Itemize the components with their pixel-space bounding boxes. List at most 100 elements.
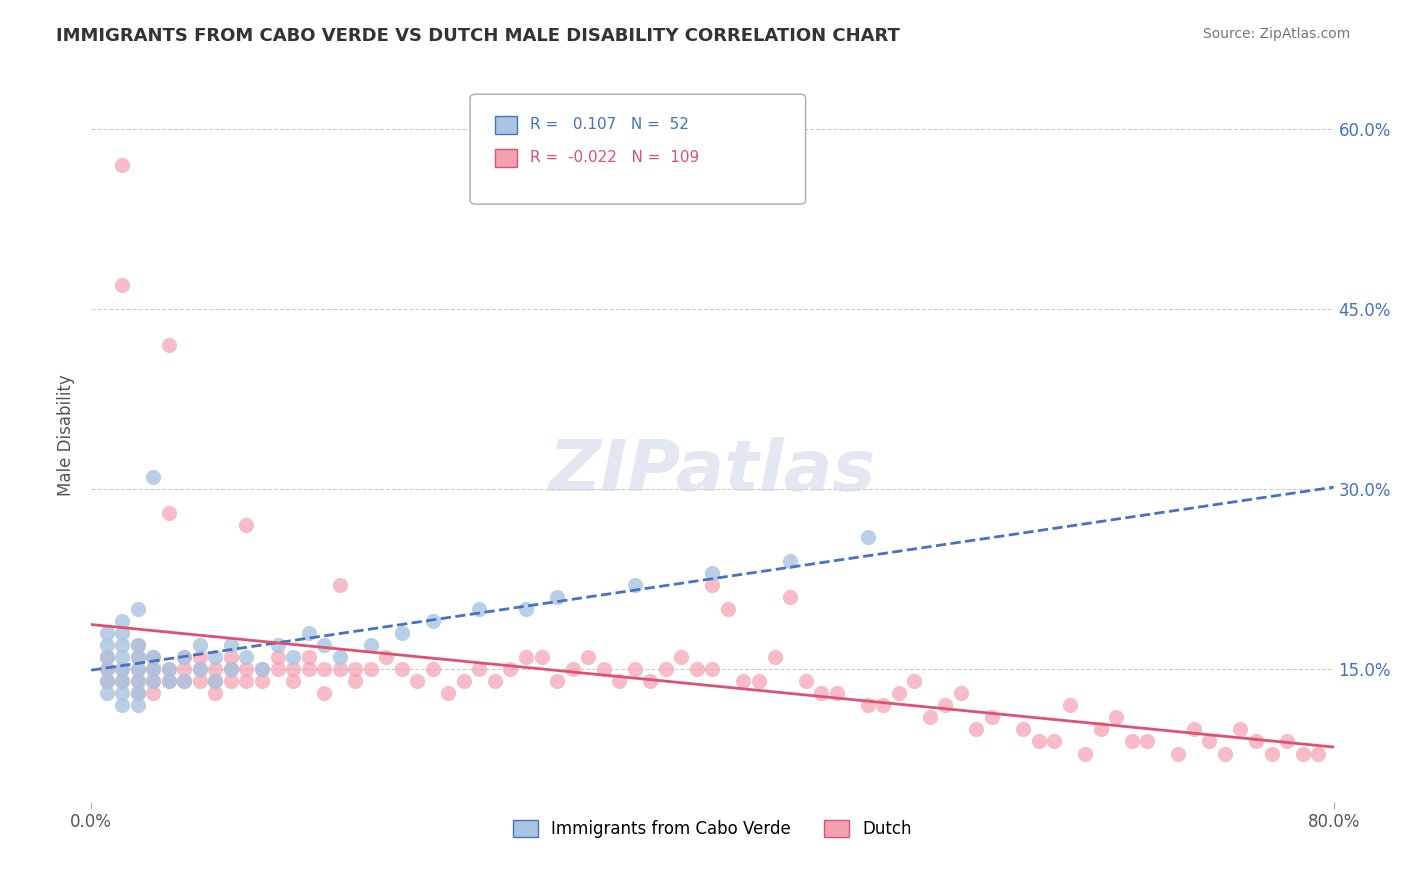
Point	[887, 686, 910, 700]
Point	[127, 686, 149, 700]
Point	[235, 650, 257, 665]
Point	[810, 686, 832, 700]
Point	[1260, 747, 1282, 761]
Point	[406, 674, 429, 689]
Point	[918, 710, 941, 724]
Point	[127, 662, 149, 676]
Point	[717, 602, 740, 616]
Point	[173, 674, 195, 689]
Point	[111, 662, 134, 676]
Point	[188, 662, 211, 676]
Point	[453, 674, 475, 689]
Point	[1291, 747, 1313, 761]
Text: R =   0.107   N =  52: R = 0.107 N = 52	[530, 118, 689, 133]
Point	[1074, 747, 1097, 761]
Point	[1043, 734, 1066, 748]
Bar	[495, 149, 517, 168]
Point	[437, 686, 460, 700]
Point	[468, 662, 491, 676]
Point	[1213, 747, 1236, 761]
Point	[204, 674, 226, 689]
Point	[111, 698, 134, 713]
Point	[391, 662, 413, 676]
Point	[250, 674, 273, 689]
Point	[142, 674, 165, 689]
Point	[391, 626, 413, 640]
Point	[219, 662, 242, 676]
Point	[219, 662, 242, 676]
Point	[607, 674, 630, 689]
Point	[561, 662, 583, 676]
Point	[111, 674, 134, 689]
Point	[111, 615, 134, 629]
Point	[934, 698, 956, 713]
Y-axis label: Male Disability: Male Disability	[58, 374, 75, 496]
Point	[281, 662, 304, 676]
Point	[592, 662, 614, 676]
Point	[142, 650, 165, 665]
Point	[344, 674, 367, 689]
Point	[204, 674, 226, 689]
Point	[235, 518, 257, 533]
Point	[1028, 734, 1050, 748]
Point	[235, 662, 257, 676]
Point	[127, 686, 149, 700]
Text: Source: ZipAtlas.com: Source: ZipAtlas.com	[1202, 27, 1350, 41]
Point	[422, 615, 444, 629]
Text: ZIPatlas: ZIPatlas	[548, 437, 876, 506]
Point	[235, 674, 257, 689]
Point	[204, 686, 226, 700]
Point	[297, 626, 319, 640]
Point	[127, 674, 149, 689]
Point	[204, 650, 226, 665]
Point	[142, 662, 165, 676]
Point	[111, 650, 134, 665]
Point	[281, 650, 304, 665]
Point	[111, 638, 134, 652]
Point	[576, 650, 599, 665]
Point	[204, 662, 226, 676]
Point	[546, 591, 568, 605]
Point	[173, 674, 195, 689]
Point	[499, 662, 522, 676]
Point	[949, 686, 972, 700]
Point	[266, 662, 288, 676]
Point	[515, 650, 537, 665]
Point	[281, 674, 304, 689]
Point	[1275, 734, 1298, 748]
Point	[111, 277, 134, 292]
Point	[142, 470, 165, 484]
Point	[142, 662, 165, 676]
Point	[623, 578, 645, 592]
Point	[96, 674, 118, 689]
Point	[157, 662, 180, 676]
Point	[1090, 723, 1112, 737]
Point	[638, 674, 661, 689]
Point	[96, 638, 118, 652]
Point	[142, 686, 165, 700]
Point	[1136, 734, 1159, 748]
Point	[856, 530, 879, 544]
Point	[127, 662, 149, 676]
Point	[219, 650, 242, 665]
Point	[111, 626, 134, 640]
Point	[1059, 698, 1081, 713]
Point	[157, 662, 180, 676]
Point	[1121, 734, 1143, 748]
Point	[965, 723, 987, 737]
Point	[1244, 734, 1267, 748]
Point	[779, 591, 801, 605]
Point	[96, 674, 118, 689]
Point	[1229, 723, 1251, 737]
Point	[360, 662, 382, 676]
Point	[1198, 734, 1220, 748]
Point	[329, 662, 352, 676]
Point	[96, 650, 118, 665]
Point	[157, 338, 180, 352]
Point	[188, 650, 211, 665]
Point	[530, 650, 553, 665]
Point	[422, 662, 444, 676]
Point	[981, 710, 1004, 724]
Point	[375, 650, 398, 665]
Point	[111, 158, 134, 172]
